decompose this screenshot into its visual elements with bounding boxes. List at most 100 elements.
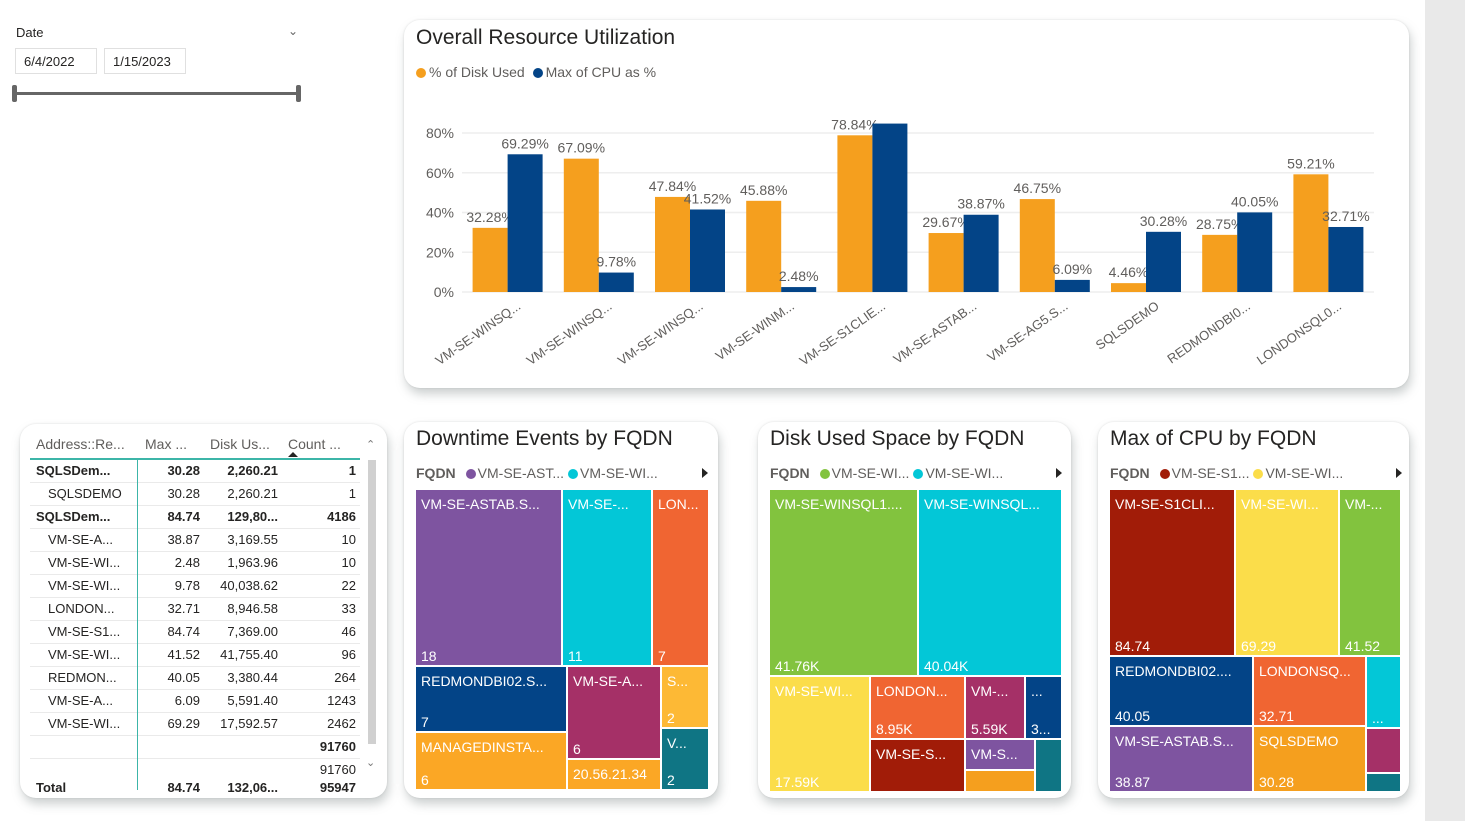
table-row[interactable]: VM-SE-S1... 84.74 7,369.00 46: [30, 621, 360, 644]
treemap-tile[interactable]: ...: [1366, 656, 1401, 728]
table-row[interactable]: 91760: [30, 736, 360, 759]
disk-treemap: VM-SE-WINSQL1.... 41.76K VM-SE-WINSQL... 40…: [769, 489, 1062, 792]
table-row[interactable]: REDMON... 40.05 3,380.44 264: [30, 667, 360, 690]
chevron-down-icon[interactable]: ⌄: [288, 24, 299, 38]
tile-value: 8.95K: [876, 721, 913, 737]
treemap-tile[interactable]: VM-SE-WI... 69.29: [1235, 489, 1339, 656]
bar-cpu[interactable]: [1237, 212, 1273, 292]
tile-label: VM-...: [971, 683, 1009, 699]
treemap-tile[interactable]: REDMONDBI02.... 40.05: [1109, 656, 1253, 726]
treemap-tile[interactable]: VM-SE-A... 6: [567, 666, 661, 759]
treemap-tile[interactable]: S... 2: [661, 666, 709, 728]
x-tick-label: REDMONDBI0...: [1164, 298, 1252, 366]
treemap-tile[interactable]: VM-SE-ASTAB.S... 18: [415, 489, 562, 666]
bar-disk-used[interactable]: [746, 200, 782, 292]
table-row[interactable]: VM-SE-A... 6.09 5,591.40 1243: [30, 690, 360, 713]
column-header-count[interactable]: Count ...: [288, 436, 341, 452]
bar-cpu[interactable]: [872, 123, 908, 292]
bar-disk-used[interactable]: [655, 196, 690, 292]
table-row[interactable]: VM-SE-WI... 9.78 40,038.62 22: [30, 575, 360, 598]
slider-start-handle[interactable]: [12, 85, 17, 102]
treemap-tile[interactable]: VM-SE-S...: [870, 739, 965, 792]
treemap-tile[interactable]: 20.56.21.34: [567, 759, 661, 790]
legend-field-label: FQDN: [770, 465, 810, 481]
cell-address: SQLSDEMO: [48, 486, 122, 501]
treemap-tile[interactable]: VM-S...: [965, 739, 1035, 770]
treemap-tile[interactable]: VM-... 41.52: [1339, 489, 1401, 656]
column-header-address[interactable]: Address::Re...: [36, 436, 125, 452]
treemap-tile[interactable]: MANAGEDINSTA... 6: [415, 732, 567, 790]
treemap-tile[interactable]: VM-SE-WI... 17.59K: [769, 676, 870, 792]
bar-disk-used[interactable]: [1019, 199, 1055, 292]
legend-item-disk[interactable]: % of Disk Used: [416, 64, 525, 80]
bar-disk-used[interactable]: [1202, 234, 1238, 292]
legend-next-arrow-icon[interactable]: [702, 468, 708, 478]
treemap-tile[interactable]: ... 3...: [1025, 676, 1062, 739]
table-row[interactable]: VM-SE-WI... 69.29 17,592.57 2462: [30, 713, 360, 736]
table-row[interactable]: VM-SE-WI... 2.48 1,963.96 10: [30, 552, 360, 575]
table-row[interactable]: LONDON... 32.71 8,946.58 33: [30, 598, 360, 621]
legend-item-cpu[interactable]: Max of CPU as %: [532, 64, 656, 80]
legend-item[interactable]: VM-SE-WI...: [564, 465, 658, 481]
bar-disk-used[interactable]: [563, 158, 599, 292]
legend-next-arrow-icon[interactable]: [1396, 468, 1402, 478]
treemap-tile[interactable]: VM-... 5.59K: [965, 676, 1025, 739]
bar-cpu[interactable]: [781, 287, 817, 292]
legend-item[interactable]: VM-SE-WI...: [909, 465, 1003, 481]
bar-cpu[interactable]: [1328, 226, 1364, 292]
treemap-tile[interactable]: LON... 7: [652, 489, 709, 666]
table-row[interactable]: SQLSDEMO 30.28 2,260.21 1: [30, 483, 360, 506]
legend-item[interactable]: VM-SE-AST...: [462, 465, 564, 481]
bar-disk-used[interactable]: [1293, 174, 1329, 292]
bar-cpu[interactable]: [1146, 231, 1181, 292]
data-label: 2.48%: [779, 268, 819, 284]
legend-item[interactable]: VM-SE-S1...: [1156, 465, 1249, 481]
bar-cpu[interactable]: [598, 272, 634, 292]
column-header-disk[interactable]: Disk Us...: [210, 436, 270, 452]
treemap-tile[interactable]: VM-SE-ASTAB.S... 38.87: [1109, 726, 1253, 792]
treemap-tile[interactable]: [1035, 739, 1062, 792]
bar-disk-used[interactable]: [472, 227, 508, 292]
scroll-down-icon[interactable]: ⌄: [366, 757, 376, 769]
treemap-tile[interactable]: LONDONSQ... 32.71: [1253, 656, 1366, 726]
slider-end-handle[interactable]: [296, 85, 301, 102]
cell-max: 84.74: [167, 624, 200, 639]
legend-item[interactable]: VM-SE-WI...: [1249, 465, 1343, 481]
bar-cpu[interactable]: [690, 209, 725, 292]
treemap-tile[interactable]: LONDON... 8.95K: [870, 676, 965, 739]
table-scrollbar[interactable]: [368, 460, 376, 744]
table-row[interactable]: SQLSDem... 84.74 129,80... 4186: [30, 506, 360, 529]
treemap-tile[interactable]: [1366, 773, 1401, 792]
treemap-tile[interactable]: SQLSDEMO 30.28: [1253, 726, 1366, 792]
legend-next-arrow-icon[interactable]: [1056, 468, 1062, 478]
treemap-tile[interactable]: [1366, 728, 1401, 773]
y-tick-label: 60%: [426, 165, 454, 181]
treemap-tile[interactable]: REDMONDBI02.S... 7: [415, 666, 567, 732]
treemap-tile[interactable]: VM-SE-WINSQL... 40.04K: [918, 489, 1062, 676]
data-table: Address::Re... Max ... Disk Us... Count …: [30, 432, 360, 803]
treemap-tile[interactable]: VM-SE-WINSQL1.... 41.76K: [769, 489, 918, 676]
tile-value: 18: [421, 648, 437, 664]
scroll-up-icon[interactable]: ⌃: [366, 439, 376, 451]
bar-disk-used[interactable]: [837, 135, 873, 292]
date-range-slider[interactable]: [16, 92, 298, 95]
start-date-input[interactable]: 6/4/2022: [15, 48, 97, 74]
tile-value: 5.59K: [971, 721, 1008, 737]
column-header-max[interactable]: Max ...: [145, 436, 188, 452]
table-row[interactable]: VM-SE-WI... 41.52 41,755.40 96: [30, 644, 360, 667]
cell-disk: 17,592.57: [220, 716, 278, 731]
bar-cpu[interactable]: [963, 214, 999, 292]
bar-disk-used[interactable]: [1111, 283, 1146, 292]
bar-cpu[interactable]: [1054, 279, 1090, 292]
treemap-tile[interactable]: VM-SE-S1CLI... 84.74: [1109, 489, 1235, 656]
legend-item[interactable]: VM-SE-WI...: [816, 465, 909, 481]
table-row[interactable]: SQLSDem... 30.28 2,260.21 1: [30, 460, 360, 483]
treemap-tile[interactable]: [965, 770, 1035, 792]
treemap-tile[interactable]: VM-SE-... 11: [562, 489, 652, 666]
table-row[interactable]: VM-SE-A... 38.87 3,169.55 10: [30, 529, 360, 552]
end-date-input[interactable]: 1/15/2023: [104, 48, 186, 74]
legend-dot-icon: [465, 469, 476, 479]
bar-disk-used[interactable]: [928, 233, 964, 292]
treemap-tile[interactable]: V... 2: [661, 728, 709, 790]
bar-cpu[interactable]: [507, 154, 543, 292]
